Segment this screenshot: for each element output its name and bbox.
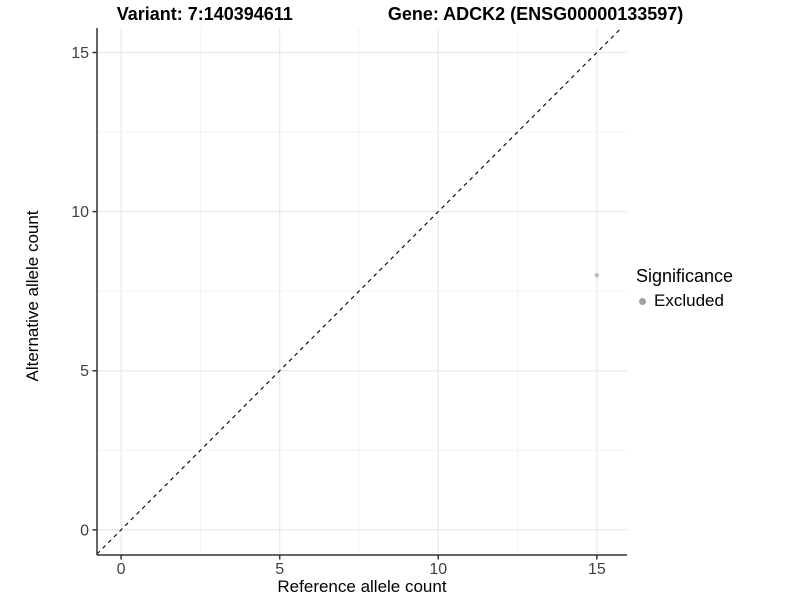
legend-key-dot xyxy=(639,297,646,305)
legend-item-excluded: Excluded xyxy=(639,291,733,311)
y-tick-label: 10 xyxy=(71,204,89,221)
y-tick-label: 5 xyxy=(80,363,89,380)
legend: Significance Excluded xyxy=(636,266,733,311)
variant-title: Variant: 7:140394611 xyxy=(116,4,293,24)
legend-item-label: Excluded xyxy=(654,291,724,310)
y-tick-label: 0 xyxy=(80,522,89,539)
x-tick-label: 15 xyxy=(588,561,606,578)
legend-title: Significance xyxy=(636,266,734,286)
y-axis-title: Alternative allele count xyxy=(23,210,42,381)
x-axis-title: Reference allele count xyxy=(277,577,446,596)
plot-title: Variant: 7:140394611 Gene: ADCK2 (ENSG00… xyxy=(0,4,800,25)
identity-dashed-line xyxy=(96,27,622,555)
x-tick-label: 10 xyxy=(429,561,447,578)
data-point xyxy=(594,272,600,278)
x-tick-label: 0 xyxy=(117,561,126,578)
y-tick-label: 15 xyxy=(71,45,89,62)
gene-title: Gene: ADCK2 (ENSG00000133597) xyxy=(387,4,684,24)
x-tick-label: 5 xyxy=(275,561,284,578)
